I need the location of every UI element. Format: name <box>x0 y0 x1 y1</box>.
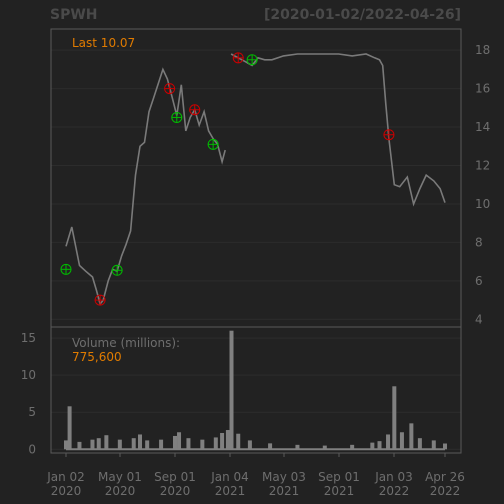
last-price-label: Last 10.07 <box>72 36 135 50</box>
volume-bar <box>186 438 191 450</box>
price-y-tick-label: 12 <box>475 159 490 173</box>
volume-bar <box>399 432 404 450</box>
price-series <box>65 53 446 306</box>
volume-bar <box>117 439 122 450</box>
trade-marker <box>246 54 258 66</box>
x-tick-label: May 01 <box>98 470 142 484</box>
x-tick-year: 2020 <box>160 484 191 498</box>
volume-bar <box>67 406 72 450</box>
volume-bar <box>417 438 422 450</box>
volume-bar <box>431 440 436 450</box>
price-panel: 4 6 8 10 12 14 16 18 Last 10.07 <box>50 28 490 328</box>
volume-y-tick-label: 0 <box>28 442 36 456</box>
price-y-tick-label: 14 <box>475 120 490 134</box>
volume-bar <box>177 432 182 450</box>
volume-bar <box>443 443 447 450</box>
volume-bar <box>213 437 218 450</box>
date-range: [2020-01-02/2022-04-26] <box>264 7 461 23</box>
volume-bar <box>104 435 109 450</box>
volume-bar <box>236 433 241 450</box>
price-y-tick-label: 18 <box>475 43 490 57</box>
volume-y-tick-label: 10 <box>21 368 36 382</box>
trade-markers <box>60 52 395 306</box>
volume-bar <box>131 438 136 450</box>
volume-bar <box>350 444 355 450</box>
volume-bar <box>229 330 234 450</box>
volume-label: Volume (millions): <box>72 336 180 350</box>
volume-y-tick-label: 5 <box>28 405 36 419</box>
price-line <box>65 53 446 306</box>
volume-bar <box>64 440 68 450</box>
volume-y-tick-label: 15 <box>21 331 36 345</box>
volume-bar <box>90 439 95 450</box>
trade-marker <box>207 138 219 150</box>
volume-bar <box>386 434 391 450</box>
x-tick-year: 2021 <box>215 484 246 498</box>
volume-bar <box>172 435 177 450</box>
trade-marker <box>232 52 244 64</box>
volume-bar <box>145 440 150 450</box>
trade-marker <box>383 129 395 141</box>
x-tick-year: 2021 <box>324 484 355 498</box>
volume-bar <box>409 423 414 450</box>
x-tick-label: Jan 03 <box>374 470 413 484</box>
volume-last-value: 775,600 <box>72 350 122 364</box>
volume-bar <box>77 441 82 450</box>
trade-marker <box>171 111 183 123</box>
volume-panel: 0 5 10 15 Volume (millions): 775,600 <box>21 326 462 456</box>
trade-marker <box>60 263 72 275</box>
price-y-tick-label: 4 <box>475 312 483 326</box>
volume-bar <box>138 434 143 450</box>
volume-bar <box>96 438 101 450</box>
volume-bar <box>200 439 205 450</box>
x-tick-label: Jan 04 <box>210 470 249 484</box>
volume-bar <box>225 430 230 450</box>
x-tick-label: May 03 <box>262 470 306 484</box>
price-y-tick-label: 6 <box>475 274 483 288</box>
x-tick-year: 2022 <box>430 484 461 498</box>
trade-marker <box>111 264 123 276</box>
x-tick-year: 2020 <box>105 484 136 498</box>
volume-bar <box>377 441 382 450</box>
volume-series <box>64 330 447 451</box>
volume-y-ticks: 0 5 10 15 <box>21 331 36 456</box>
volume-bar <box>268 443 273 450</box>
volume-panel-frame <box>50 326 462 454</box>
volume-bar <box>159 439 164 450</box>
price-panel-frame <box>50 28 462 328</box>
x-tick-year: 2022 <box>379 484 410 498</box>
volume-bar <box>247 440 252 450</box>
x-tick-label: Sep 01 <box>154 470 196 484</box>
volume-bar <box>370 442 375 450</box>
volume-bar <box>295 444 300 450</box>
price-gridlines <box>51 49 461 320</box>
trade-marker <box>94 294 106 306</box>
price-y-ticks: 4 6 8 10 12 14 16 18 <box>475 43 490 326</box>
x-tick-label: Apr 26 <box>425 470 465 484</box>
x-tick-label: Jan 02 <box>46 470 85 484</box>
price-y-tick-label: 8 <box>475 235 483 249</box>
volume-bar <box>322 445 327 450</box>
volume-bar <box>220 432 225 450</box>
price-y-tick-label: 16 <box>475 82 490 96</box>
trade-marker <box>164 83 176 95</box>
x-tick-label: Sep 01 <box>318 470 360 484</box>
x-tick-year: 2021 <box>269 484 300 498</box>
trade-marker <box>189 104 201 116</box>
volume-bar <box>392 386 397 450</box>
chart-title: SPWH <box>50 7 98 23</box>
price-y-tick-label: 10 <box>475 197 490 211</box>
x-tick-year: 2020 <box>51 484 82 498</box>
